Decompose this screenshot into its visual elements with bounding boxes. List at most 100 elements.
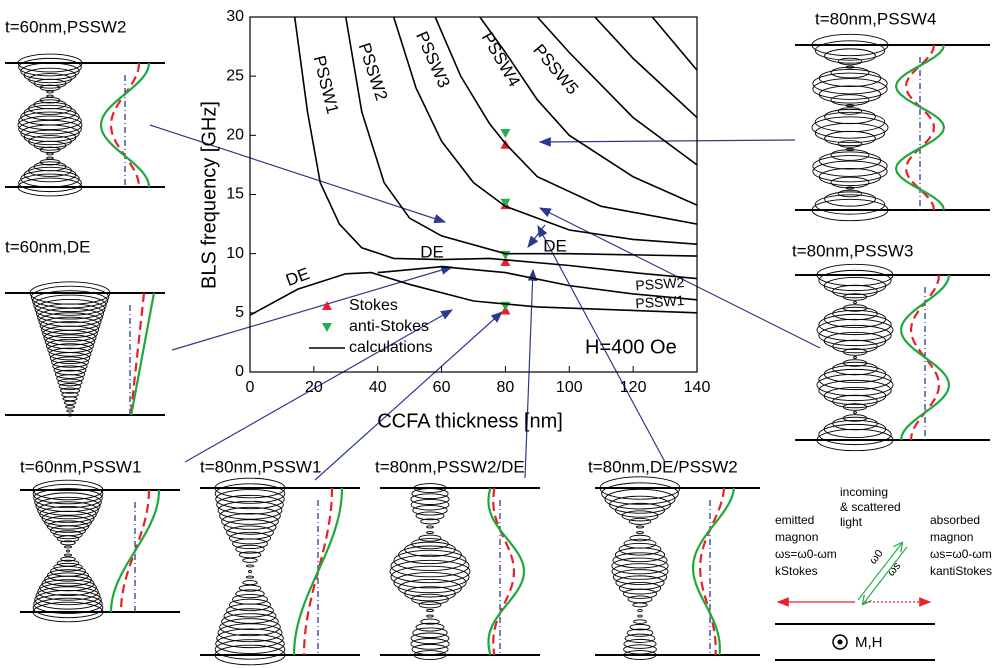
calculation-line xyxy=(346,17,697,256)
legend-marker xyxy=(322,323,332,332)
inset-text: & scattered xyxy=(840,500,901,514)
x-tick-label: 20 xyxy=(305,379,323,396)
panel-title: t=80nm,PSSW1 xyxy=(200,457,321,476)
precession-orbit xyxy=(47,95,54,97)
precession-orbit xyxy=(817,319,893,340)
panel-title: t=60nm,PSSW1 xyxy=(20,457,141,476)
precession-orbit xyxy=(629,518,651,524)
precession-orbit xyxy=(833,340,878,353)
precession-orbit xyxy=(817,374,893,395)
precession-orbit xyxy=(249,571,252,573)
precession-orbit xyxy=(34,594,102,613)
calculation-line xyxy=(537,17,697,165)
field-label: M,H xyxy=(855,634,883,651)
inset-text: ωs=ω0-ωm xyxy=(930,547,992,561)
inset-text: light xyxy=(840,515,863,529)
panel-title: t=60nm,PSSW2 xyxy=(5,17,126,36)
calculation-line xyxy=(595,17,697,118)
precession-orbit xyxy=(64,546,71,548)
legend-label: Stokes xyxy=(349,297,398,314)
precession-orbit xyxy=(838,108,861,115)
precession-orbit xyxy=(47,153,54,155)
precession-orbit xyxy=(426,532,433,534)
precession-orbit xyxy=(813,156,887,177)
x-tick-label: 120 xyxy=(620,379,647,396)
precession-orbit xyxy=(638,615,643,617)
y-tick-label: 10 xyxy=(226,245,244,262)
curve-label: PSSW1 xyxy=(310,54,343,116)
curve-label: DE xyxy=(543,236,567,255)
y-tick-label: 25 xyxy=(226,67,244,84)
calculation-line xyxy=(480,17,697,205)
precession-orbit xyxy=(33,598,103,617)
precession-orbit xyxy=(40,317,100,334)
precession-orbit xyxy=(34,79,66,88)
precession-orbit xyxy=(624,645,657,654)
precession-orbit xyxy=(815,112,884,131)
mode-panel: t=80nm,DE/PSSW2 xyxy=(588,457,760,659)
panel-title: t=80nm,PSSW4 xyxy=(815,9,936,28)
precession-orbit xyxy=(634,620,647,624)
x-tick-label: 100 xyxy=(556,379,583,396)
precession-orbit xyxy=(833,417,878,430)
precession-orbit xyxy=(831,67,869,78)
mode-panel: t=80nm,PSSW3 xyxy=(792,241,990,450)
precession-orbit xyxy=(215,484,285,503)
precession-orbit xyxy=(813,161,887,182)
precession-orbit xyxy=(34,141,66,150)
precession-orbit xyxy=(34,100,66,109)
y-tick-label: 20 xyxy=(226,127,244,144)
x-tick-label: 0 xyxy=(246,379,255,396)
x-tick-label: 80 xyxy=(497,379,515,396)
precession-orbit xyxy=(426,609,433,611)
precession-orbit xyxy=(854,357,857,359)
mode-panel: t=60nm,PSSW2 xyxy=(5,17,165,195)
inset-text: absorbed xyxy=(930,513,980,527)
calculation-line xyxy=(652,17,697,70)
precession-orbit xyxy=(833,395,878,408)
mode-panel: t=60nm,PSSW1 xyxy=(20,457,180,621)
curve-label: PSSW4 xyxy=(478,29,524,90)
precession-orbit xyxy=(815,41,884,60)
precession-orbit xyxy=(833,307,878,320)
precession-orbit xyxy=(246,565,253,567)
omega-label: ωs xyxy=(885,560,903,579)
arrow xyxy=(315,312,502,480)
precession-orbit xyxy=(246,576,253,578)
mode-panel: t=80nm,PSSW4 xyxy=(795,9,990,220)
inset-text: emitted xyxy=(775,513,814,527)
precession-orbit xyxy=(34,162,66,171)
precession-orbit xyxy=(838,190,861,197)
inset-text: ωs=ω0-ωm xyxy=(775,547,837,561)
precession-orbit xyxy=(64,554,71,556)
precession-orbit xyxy=(216,490,284,509)
curve-label: PSSW1 xyxy=(635,292,685,311)
inset-text: kStokes xyxy=(775,564,818,578)
precession-orbit xyxy=(216,634,284,653)
precession-orbit xyxy=(67,550,70,552)
annotation: H=400 Oe xyxy=(585,336,677,358)
precession-orbit xyxy=(819,424,891,444)
precession-orbit xyxy=(854,302,857,304)
profile-green xyxy=(901,275,949,440)
precession-orbit xyxy=(812,117,888,138)
curve-label: PSSW5 xyxy=(529,40,582,98)
precession-orbit xyxy=(831,177,869,188)
precession-orbit xyxy=(628,596,652,603)
precession-orbit xyxy=(67,410,74,412)
arrow xyxy=(150,125,445,222)
legend-label: anti-Stokes xyxy=(349,318,429,335)
y-tick-label: 30 xyxy=(226,8,244,25)
precession-orbit xyxy=(813,73,887,94)
precession-orbit xyxy=(31,286,108,308)
x-axis-label: CCFA thickness [nm] xyxy=(377,410,563,432)
precession-orbit xyxy=(24,130,76,144)
inset-text: magnon xyxy=(930,530,973,544)
precession-orbit xyxy=(64,401,76,404)
omega-label: ω0 xyxy=(867,548,886,567)
precession-orbit xyxy=(427,526,434,528)
precession-orbit xyxy=(65,406,74,409)
precession-orbit xyxy=(838,58,861,65)
inset-text: incoming xyxy=(840,485,888,499)
